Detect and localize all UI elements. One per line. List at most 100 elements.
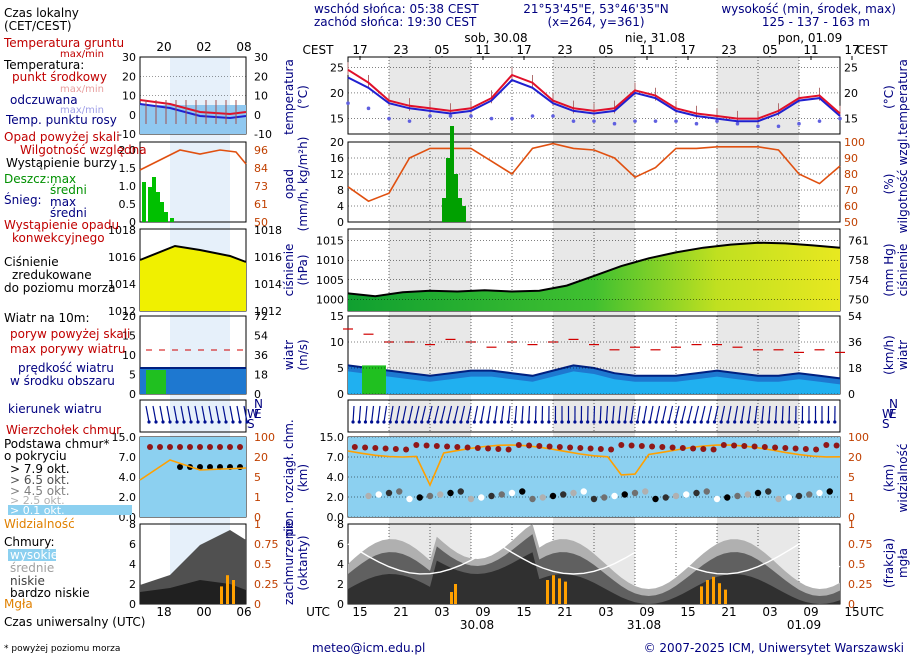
legend-wind-arrow [166,405,171,423]
cloud-top-dot [638,443,645,449]
top-hour-label: 23 [393,43,408,57]
wind-arrow-head [746,420,750,424]
cb-tick-right: 1 [848,491,855,504]
legend-cloud-top: Wierzchołek chmur [6,423,121,437]
wind-arrow [500,405,505,423]
cloud-top-dot [382,445,389,452]
compass-e: E [889,407,897,421]
cloud-top-dot [464,444,471,451]
cloud-top-dot [546,443,553,450]
elevation-values: 125 - 137 - 163 m [762,15,870,29]
wind-arrow-head [401,420,405,424]
wind-arrow [649,405,654,423]
top-hour-label: 17 [844,43,859,57]
legend-wind-speed-2: w środku obszaru [10,374,115,388]
mid-temp-line [347,68,841,120]
cloud-top-dot [423,442,430,449]
legend-wind-arrow-head [196,420,200,424]
legend-snow: Śnieg: [4,192,42,207]
legend-temp-tick-right: 10 [254,90,268,103]
cloud-top-dot [608,446,615,453]
wind-arrow-head [673,420,677,424]
wind-arrow [668,405,674,423]
legend-temp-tick-right: 20 [254,70,268,83]
legend-humidity: Wilgotność względna [20,143,147,157]
wind-arrow-head [699,420,703,424]
wind-arrow [507,405,511,423]
cloud-base-dot [570,489,577,497]
wind-arrow [630,405,635,423]
legend-frame-precip [139,141,247,223]
wind-arrow [402,405,407,423]
cloud-base-dot [549,492,557,500]
precip-tick-right: 90 [844,152,858,165]
cloud-top-dot [700,446,707,452]
bottom-hour-label: 21 [557,605,572,619]
top-hour-label: 17 [680,43,695,57]
legend-pressure-1: Ciśnienie [4,255,59,269]
legend-okt-3: > 4.5 okt. [10,484,70,498]
legend-cloud-top-dot [147,444,153,450]
legend-compass-w: W [247,407,259,421]
cloud-base-dot [396,488,403,495]
legend-wind-dir: kierunek wiatru [8,402,102,416]
night-band [389,57,471,604]
legend-wind-arrow [222,405,227,423]
cloud-top-dot [618,442,625,448]
fog-bar [712,576,715,604]
footer-copyright: © 2007-2025 ICM, Uniwersytet Warszawski [644,641,904,655]
wind-left-label: wiatr [282,340,296,370]
temp-tick-left: 25 [330,61,344,74]
legend-wind-arrow-head [231,420,235,424]
cloud-top-dot [720,442,727,448]
legend-cl-tick-left: 0 [129,598,136,611]
press-left-label: ciśnienie [282,244,296,297]
dew-point-dot [612,121,617,126]
legend-hour-00: 00 [196,605,211,619]
compass-n: N [889,397,898,411]
dew-point-dot [407,119,412,123]
cb-tick-left: 0.0 [327,511,345,524]
fog-bar [552,575,555,604]
cloud-top-dot [690,445,697,452]
cloud-top-dot [710,446,717,453]
cloud-top-dot [628,442,635,449]
cl-tick-left: 6 [337,538,344,551]
legend-felt-sub: max/min [60,105,104,116]
legend-night-band [170,57,230,604]
cloud-base-dot [652,495,659,503]
wind-arrow [460,405,466,423]
cloud-base-dot [806,491,813,498]
fog-bar [558,578,561,604]
legend-compass-n: N [254,397,263,411]
wind-arrow-head [472,420,476,424]
top-hour-labels: 17 23 05 11 17 23 05 11 17 23 05 11 17 [352,43,860,60]
legend-okt-5-bg [8,505,132,515]
legend-wind-tick-left: 10 [122,349,136,362]
wind-arrow-head [547,420,551,424]
wind-arrow [636,405,641,423]
cloud-base-dot [601,494,608,501]
cloud-top-dot [474,445,481,451]
legend-felt-line [139,103,247,120]
legend-wind-arrow-head [238,420,242,424]
bottom-hour-label: 15 [844,605,859,619]
top-hour-label: 11 [475,43,490,57]
legend-cl-tick-right: 0.75 [254,538,279,551]
cloud-layer-very-low [348,552,840,604]
legend-pressure-line [139,244,247,263]
rain-bar [454,174,458,222]
cloud-top-dot [741,443,748,449]
cloud-top-dot [505,446,512,453]
wind-arrow [408,405,414,423]
dew-point-dot [551,114,555,118]
precip-tick-left: 4 [337,200,344,213]
legend-hour-06: 06 [236,605,251,619]
cloud-top-dot [433,443,440,449]
bottom-hour-label: 09 [475,605,490,619]
cloud-base-dot [488,492,495,500]
legend-conv2: konwekcyjnego [12,231,105,245]
legend-wind-arrow-head [217,420,221,424]
footer-email[interactable]: meteo@icm.edu.pl [312,641,425,655]
cloud-top-dot [403,446,410,453]
